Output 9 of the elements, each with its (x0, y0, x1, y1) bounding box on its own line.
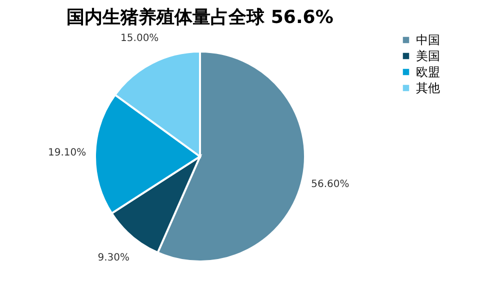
legend-label: 欧盟 (416, 65, 440, 79)
data-label: 19.10% (48, 148, 86, 159)
data-label: 15.00% (120, 32, 159, 44)
legend-label: 美国 (416, 49, 440, 63)
chart-title: 国内生猪养殖体量占全球 56.6% (66, 6, 334, 28)
data-label: 56.60% (311, 178, 350, 190)
legend-label: 中国 (416, 33, 440, 47)
legend-label: 其他 (416, 81, 440, 95)
data-label: 9.30% (98, 252, 130, 264)
